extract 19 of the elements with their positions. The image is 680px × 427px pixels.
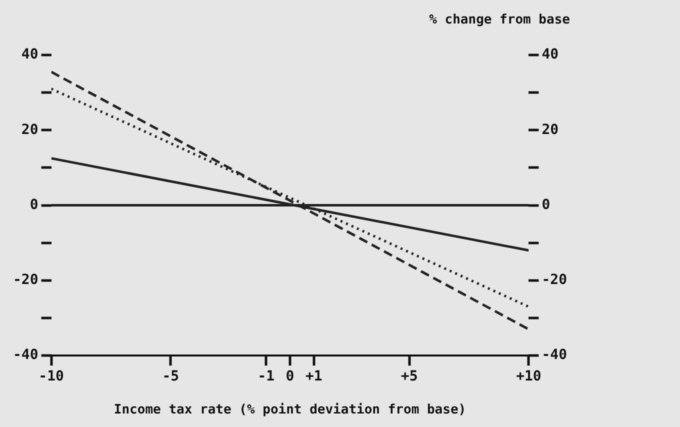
y2-axis-title: % change from base bbox=[429, 12, 570, 28]
y2-tick-label: 40 bbox=[542, 46, 559, 63]
y-tick-label: 20 bbox=[21, 122, 38, 138]
x-tick-label: 0 bbox=[286, 368, 294, 385]
y-tick-label: 40 bbox=[21, 46, 38, 63]
y-tick-label: -20 bbox=[12, 272, 38, 288]
x-tick-label: +10 bbox=[516, 368, 542, 385]
x-tick-label: -10 bbox=[38, 368, 64, 385]
x-tick-label: +5 bbox=[400, 368, 418, 385]
x-axis-title: Income tax rate (% point deviation from base) bbox=[114, 402, 466, 418]
y2-tick-label: -20 bbox=[542, 272, 568, 288]
y2-tick-label: 20 bbox=[542, 122, 559, 138]
y-tick-label: -40 bbox=[12, 347, 38, 364]
x-tick-label: -5 bbox=[162, 368, 180, 385]
y2-tick-label: -40 bbox=[542, 347, 568, 364]
x-tick-label: -1 bbox=[258, 368, 275, 385]
y-tick-label: 0 bbox=[30, 196, 38, 213]
x-tick-label: +1 bbox=[305, 368, 322, 385]
y2-tick-label: 0 bbox=[542, 196, 550, 213]
